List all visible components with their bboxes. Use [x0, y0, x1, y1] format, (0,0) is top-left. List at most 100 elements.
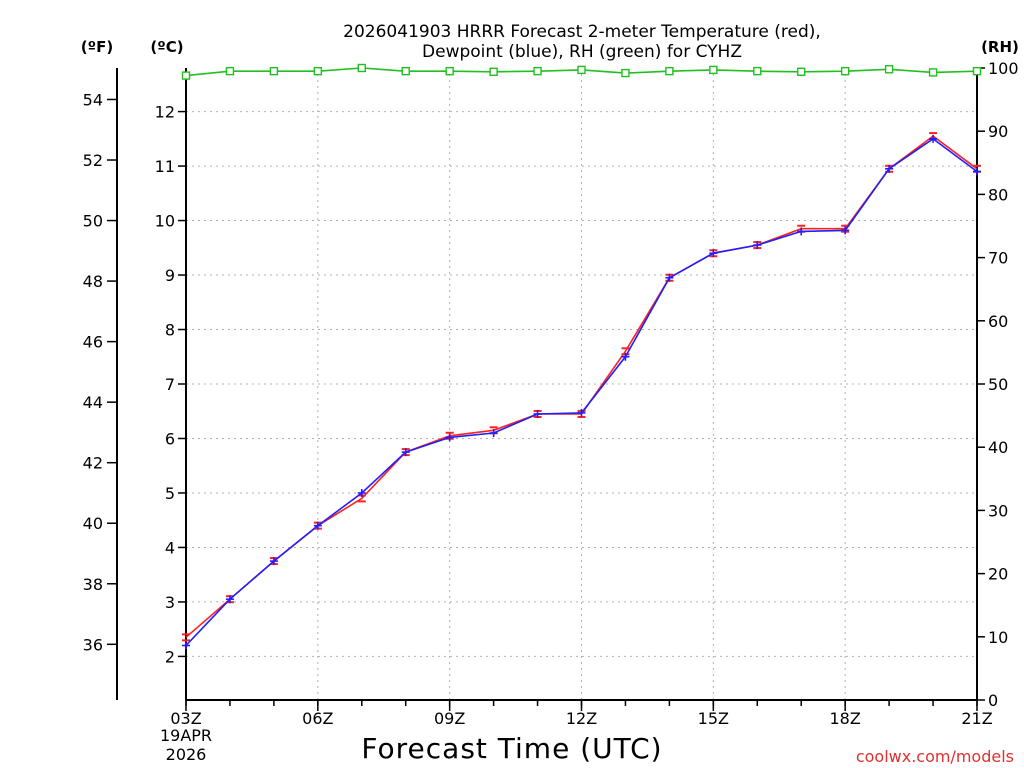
rh-point: [313, 66, 323, 76]
rh-marker: [445, 66, 454, 76]
rh-point: [665, 66, 674, 76]
temperature-point: [182, 633, 190, 642]
celsius-axis-unit: (ºC): [150, 38, 183, 56]
dewpoint-point: [753, 241, 762, 250]
rh-point: [577, 65, 586, 75]
dewpoint-point: [313, 521, 322, 530]
rh-marker: [357, 63, 366, 73]
x-tick-label: 09Z: [434, 709, 465, 728]
x-tick-label: 15Z: [698, 709, 729, 728]
fahrenheit-tick-label: 38: [83, 575, 103, 594]
rh-tick-label: 90: [988, 122, 1008, 141]
watermark: coolwx.com/models: [856, 747, 1014, 766]
rh-marker: [621, 68, 630, 78]
x-tick-label: 03Z: [170, 709, 201, 728]
x-tick-label: 06Z: [302, 709, 333, 728]
dewpoint-point: [182, 641, 190, 650]
rh-marker: [533, 66, 542, 76]
data-series: [181, 63, 982, 650]
rh-point: [753, 66, 762, 76]
dewpoint-point: [489, 429, 498, 438]
rh-marker: [840, 66, 850, 76]
x-tick-label: 12Z: [566, 709, 597, 728]
fahrenheit-tick-label: 44: [83, 393, 103, 412]
fahrenheit-tick-label: 48: [83, 272, 103, 291]
rh-point: [709, 65, 718, 75]
rh-marker: [665, 66, 674, 76]
dewpoint-point: [357, 488, 366, 497]
rh-tick-label: 10: [988, 628, 1008, 647]
celsius-tick-label: 2: [165, 647, 175, 666]
fahrenheit-tick-label: 54: [83, 90, 103, 109]
date-label-day: 19APR: [160, 726, 212, 745]
fahrenheit-axis-unit: (ºF): [81, 38, 113, 56]
rh-marker: [489, 67, 498, 76]
celsius-tick-label: 3: [165, 593, 175, 612]
rh-tick-label: 40: [988, 438, 1008, 457]
rh-marker: [577, 65, 586, 75]
fahrenheit-tick-label: 52: [83, 151, 103, 170]
dewpoint-point: [621, 352, 630, 361]
dewpoint-point: [225, 595, 234, 604]
rh-marker: [313, 66, 323, 76]
chart-title-line1: 2026041903 HRRR Forecast 2-meter Tempera…: [343, 22, 821, 42]
dewpoint-point: [885, 164, 894, 173]
rh-tick-label: 70: [988, 249, 1008, 268]
rh-marker: [753, 66, 762, 76]
grid-lines: [186, 68, 977, 700]
tick-labels: 36 38 40 42 44 46 48 50 52 54 2 3 4 5 6 7 8 9 10 11 12 0 10 20 3…: [83, 59, 1019, 728]
rh-tick-label: 50: [988, 375, 1008, 394]
rh-tick-label: 100: [988, 59, 1019, 78]
dewpoint-point: [269, 557, 278, 566]
rh-marker: [709, 65, 718, 75]
fahrenheit-tick-label: 36: [83, 635, 103, 654]
rh-marker: [181, 71, 191, 80]
rh-point: [884, 65, 894, 74]
rh-point: [840, 66, 850, 76]
celsius-tick-label: 12: [155, 103, 175, 122]
fahrenheit-tick-label: 42: [83, 454, 103, 473]
rh-marker: [401, 66, 410, 76]
x-tick-label: 21Z: [961, 709, 992, 728]
rh-marker: [797, 67, 806, 76]
fahrenheit-tick-label: 40: [83, 514, 103, 533]
celsius-tick-label: 8: [165, 321, 175, 340]
rh-point: [181, 71, 191, 80]
rh-marker: [972, 66, 982, 76]
date-label-year: 2026: [166, 745, 207, 764]
rh-marker: [928, 68, 938, 77]
rh-marker: [884, 65, 894, 74]
fahrenheit-tick-label: 46: [83, 333, 103, 352]
dewpoint-point: [577, 408, 586, 417]
celsius-tick-label: 4: [165, 538, 175, 557]
dewpoint-point: [709, 249, 718, 258]
rh-point: [972, 66, 982, 76]
rh-tick-label: 60: [988, 312, 1008, 331]
dewpoint-point: [929, 134, 938, 143]
rh-point: [489, 67, 498, 76]
dewpoint-point: [841, 226, 850, 235]
dewpoint-point: [445, 433, 454, 442]
fahrenheit-tick-label: 50: [83, 212, 103, 231]
celsius-tick-label: 10: [155, 212, 175, 231]
x-axis-label: Forecast Time (UTC): [361, 732, 662, 765]
rh-tick-label: 30: [988, 501, 1008, 520]
rh-tick-label: 80: [988, 185, 1008, 204]
celsius-tick-label: 7: [165, 375, 175, 394]
celsius-tick-label: 11: [155, 157, 175, 176]
rh-point: [445, 66, 454, 76]
x-tick-label: 18Z: [830, 709, 861, 728]
dewpoint-point: [973, 167, 981, 176]
rh-point: [621, 68, 630, 78]
rh-point: [357, 63, 366, 73]
rh-tick-label: 20: [988, 565, 1008, 584]
dewpoint-point: [665, 273, 674, 282]
celsius-tick-label: 9: [165, 266, 175, 285]
rh-tick-label: 0: [988, 691, 998, 710]
rh-axis-unit: (RH): [981, 38, 1019, 56]
celsius-tick-label: 5: [165, 484, 175, 503]
rh-marker: [269, 66, 279, 76]
rh-point: [269, 66, 279, 76]
celsius-tick-label: 6: [165, 429, 175, 448]
